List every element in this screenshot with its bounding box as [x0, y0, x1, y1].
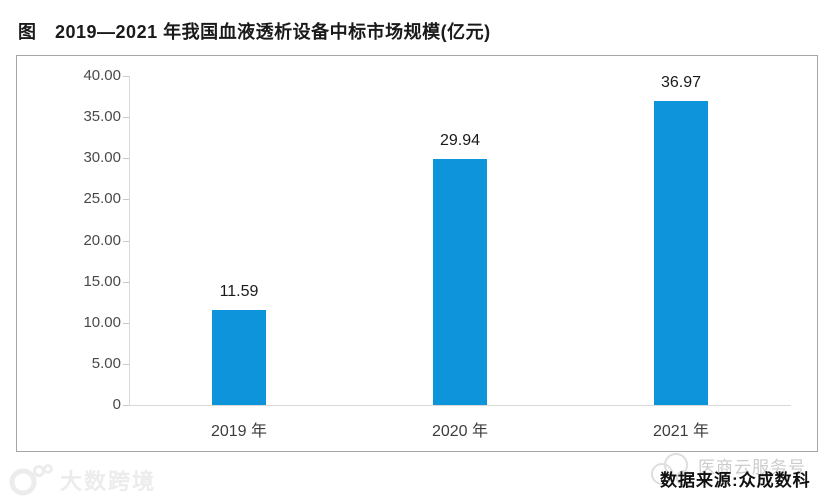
y-axis-tick-mark — [123, 363, 129, 365]
x-axis-label: 2021 年 — [652, 423, 710, 440]
y-axis-label: 30.00 — [83, 149, 121, 167]
y-axis-label: 20.00 — [83, 231, 121, 249]
bottom-right-watermark-label: 医商云服务号 — [698, 458, 806, 477]
bar-value-label: 36.97 — [660, 74, 702, 91]
bottom-left-watermark: 大数跨境 — [8, 463, 156, 497]
x-axis-line — [129, 405, 791, 406]
bar-value-label: 11.59 — [219, 283, 259, 300]
y-axis-tick-mark — [123, 240, 129, 242]
cloud-icon — [648, 448, 694, 492]
y-axis-label: 25.00 — [83, 190, 121, 208]
data-source-label: 数据来源:众成数科 — [660, 471, 811, 490]
y-axis-label: 35.00 — [83, 108, 121, 126]
y-axis-tick-mark — [123, 281, 129, 283]
y-axis-label: 40.00 — [83, 67, 121, 84]
bar — [212, 310, 266, 405]
y-axis-tick-mark — [123, 199, 129, 201]
y-axis-tick-mark — [123, 158, 129, 160]
y-axis-tick-mark — [123, 117, 129, 119]
y-axis-label: 15.00 — [83, 272, 121, 290]
y-axis-label: 5.00 — [91, 354, 121, 372]
y-axis-tick-mark — [123, 76, 129, 77]
chart-title: 图 2019—2021 年我国血液透析设备中标市场规模(亿元) — [18, 22, 491, 42]
chart-container: 40.00 35.00 30.00 25.00 20.00 15.00 10.00 5.00 0… — [16, 55, 818, 452]
bar-value-label: 29.94 — [439, 132, 481, 149]
y-axis-tick-mark — [123, 322, 129, 324]
y-axis-label: 10.00 — [83, 313, 121, 331]
x-axis-label: 2020 年 — [431, 423, 489, 440]
dashu-logo-icon — [8, 463, 54, 497]
y-axis-label: 0 — [112, 396, 121, 413]
x-axis-label: 2019 年 — [210, 423, 268, 440]
y-axis-tick-mark — [123, 405, 129, 406]
bottom-left-watermark-label: 大数跨境 — [60, 469, 157, 494]
bar — [654, 101, 708, 405]
bottom-right-watermark: 医商云服务号 — [648, 448, 806, 492]
bar — [433, 159, 487, 405]
y-axis-line — [129, 76, 130, 405]
